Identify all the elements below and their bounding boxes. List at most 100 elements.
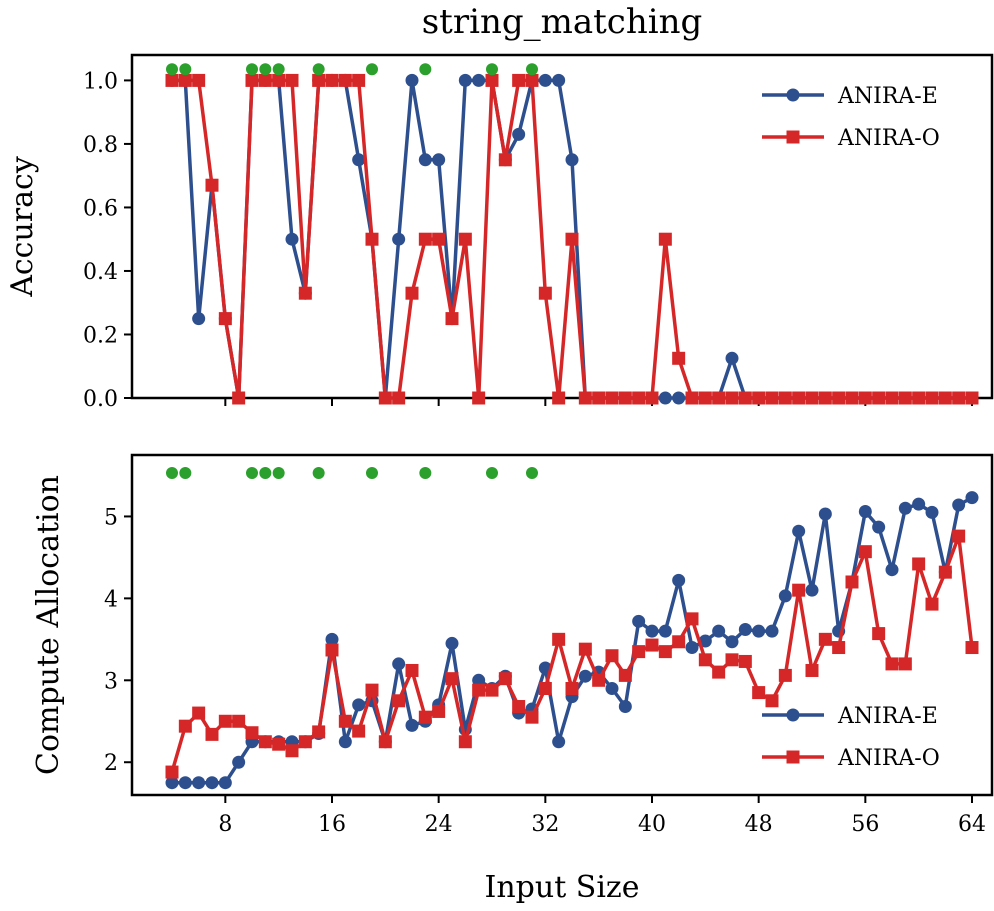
data-point-anira-o [805,663,819,677]
data-point-anira-e [325,632,339,646]
data-point-anira-e [778,589,792,603]
data-point-anira-o [592,391,606,405]
green-marker [486,467,498,480]
data-point-anira-o [952,529,966,543]
y-tick-label: 0.0 [83,387,118,412]
data-point-anira-o [618,391,632,405]
data-point-anira-e [472,73,486,87]
legend-label: ANIRA-E [837,704,938,729]
y-tick-label: 4 [104,587,118,612]
y-tick-label: 5 [104,505,118,530]
data-point-anira-o [698,391,712,405]
data-point-anira-e [205,776,219,790]
data-point-anira-e [752,624,766,638]
data-point-anira-o [325,73,339,87]
data-point-anira-e [765,624,779,638]
data-point-anira-e [618,700,632,714]
data-point-anira-e [352,698,366,712]
data-point-anira-o [205,727,219,741]
green-marker [526,63,538,76]
green-marker [366,467,378,480]
data-point-anira-e [352,153,366,167]
legend-marker [786,708,800,722]
data-point-anira-o [885,657,899,671]
y-tick-label: 0.8 [83,133,118,158]
x-tick-label: 8 [218,812,232,837]
data-point-anira-o [658,232,672,246]
data-point-anira-o [258,73,272,87]
data-point-anira-o [725,391,739,405]
data-point-anira-e [952,498,966,512]
data-point-anira-e [178,776,192,790]
data-point-anira-o [405,663,419,677]
green-marker [526,467,538,480]
data-point-anira-o [285,744,299,758]
x-tick-label: 56 [851,812,879,837]
data-point-anira-e [192,776,206,790]
green-marker [366,63,378,76]
data-point-anira-e [432,153,446,167]
data-point-anira-o [498,672,512,686]
data-point-anira-o [912,391,926,405]
data-point-anira-o [952,391,966,405]
data-point-anira-o [458,735,472,749]
data-point-anira-o [192,706,206,720]
data-point-anira-o [618,668,632,682]
green-marker [166,63,178,76]
data-point-anira-o [272,737,286,751]
data-point-anira-o [445,312,459,326]
legend-label: ANIRA-O [837,746,940,771]
data-point-anira-o [512,700,526,714]
green-marker [312,467,325,480]
data-point-anira-o [285,73,299,87]
data-point-anira-o [858,391,872,405]
y-tick-label: 1.0 [83,69,118,94]
x-tick-label: 48 [745,812,773,837]
x-axis-label: Input Size [485,870,640,905]
data-point-anira-o [338,714,352,728]
legend-label: ANIRA-O [837,126,940,151]
data-point-anira-o [552,632,566,646]
data-point-anira-e [965,491,979,505]
compute-allocation-panel: 2 3 4 5 8 16 24 32 40 48 56 64 Compute Allocation ANI… [31,453,994,837]
data-point-anira-o [965,641,979,655]
data-point-anira-o [752,391,766,405]
data-point-anira-o [805,391,819,405]
data-point-anira-o [418,710,432,724]
data-point-anira-o [725,653,739,667]
data-point-anira-o [818,632,832,646]
data-point-anira-o [365,232,379,246]
data-point-anira-e [672,573,686,587]
data-point-anira-o [218,312,232,326]
data-point-anira-e [552,735,566,749]
legend-label: ANIRA-E [837,84,938,109]
data-point-anira-o [672,635,686,649]
data-point-anira-e [285,232,299,246]
data-point-anira-o [632,391,646,405]
data-point-anira-o [938,565,952,579]
data-point-anira-o [405,286,419,300]
data-point-anira-o [765,694,779,708]
data-point-anira-o [738,391,752,405]
data-point-anira-e [925,505,939,519]
data-point-anira-o [858,545,872,559]
data-point-anira-o [672,351,686,365]
data-point-anira-o [232,391,246,405]
data-point-anira-o [565,681,579,695]
data-point-anira-o [338,73,352,87]
data-point-anira-e [605,681,619,695]
y-axis-label: Accuracy [5,156,40,298]
data-point-anira-e [552,73,566,87]
x-tick-label: 64 [958,812,986,837]
data-point-anira-o [845,391,859,405]
y-tick-label: 3 [104,669,118,694]
data-point-anira-o [778,668,792,682]
y-tick-label: 2 [104,751,118,776]
green-marker [486,63,498,76]
legend-marker [786,130,800,144]
data-point-anira-o [432,232,446,246]
data-point-anira-e [538,73,552,87]
data-point-anira-o [445,672,459,686]
data-point-anira-o [458,232,472,246]
